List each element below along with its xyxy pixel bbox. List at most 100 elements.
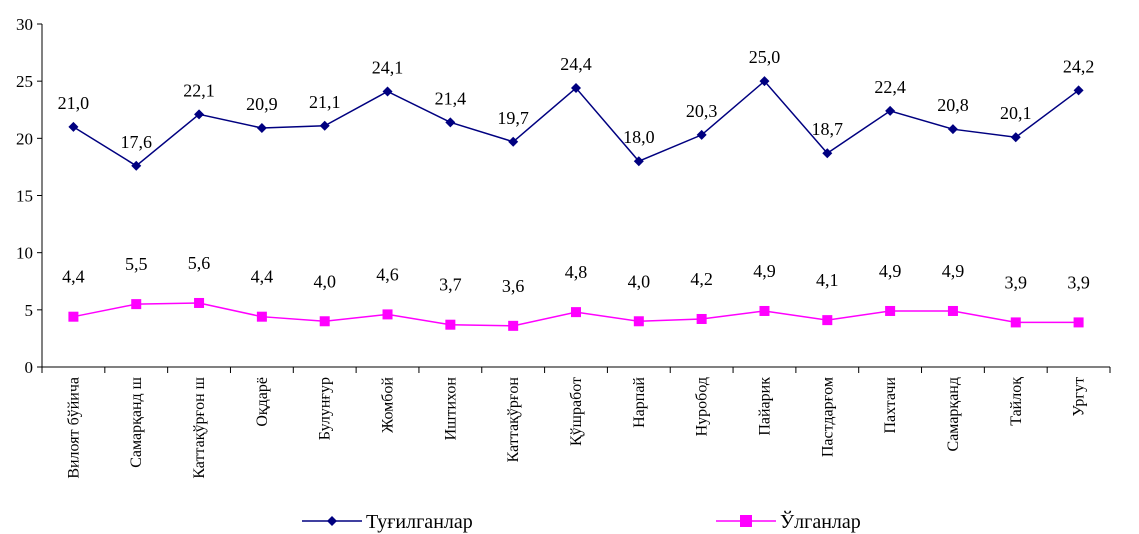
data-point [382, 86, 393, 97]
x-tick-label: Самарқанд [945, 377, 962, 451]
series-1: 21,0 17,6 22,1 20,9 21,1 24,1 21,4 19,7 24,4 18,0… [58, 47, 1095, 171]
legend-marker [740, 515, 752, 527]
data-point [571, 83, 581, 94]
legend-marker [327, 516, 337, 526]
data-point [68, 121, 79, 132]
data-label: 20,1 [1000, 103, 1032, 123]
x-tick-label: Вилоят бўйича [65, 377, 82, 479]
x-tick-label: Иштихон [442, 377, 459, 441]
x-tick-label: Ургут [1071, 377, 1088, 416]
y-tick-label: 0 [25, 358, 34, 377]
data-point [1073, 85, 1084, 96]
data-point [445, 117, 456, 128]
data-point [571, 307, 581, 318]
data-point [759, 305, 770, 316]
data-label: 4,2 [690, 269, 713, 289]
data-label: 3,7 [439, 275, 462, 295]
x-tick-label: Жомбой [380, 377, 397, 433]
data-point [508, 136, 519, 147]
legend-item: Ўлганлар [716, 510, 861, 533]
data-label: 4,4 [251, 267, 274, 287]
data-label: 24,1 [372, 57, 404, 77]
data-label: 22,1 [183, 80, 215, 100]
data-point [382, 309, 393, 320]
data-point [256, 311, 267, 322]
y-tick-label: 15 [16, 187, 33, 206]
x-tick-label: Тайлоқ [1008, 377, 1025, 426]
data-label: 5,6 [188, 253, 211, 273]
data-label: 3,6 [502, 276, 525, 296]
data-point [445, 319, 456, 330]
x-tick-label: Пахтачи [882, 377, 899, 434]
data-point [696, 129, 707, 140]
x-tick-label: Самарқанд ш [128, 376, 145, 467]
data-point [508, 320, 519, 331]
data-label: 20,9 [246, 94, 278, 114]
data-label: 21,4 [435, 88, 467, 108]
data-label: 25,0 [749, 47, 781, 67]
x-tick-label: Нарпай [631, 377, 648, 428]
data-point [1010, 132, 1021, 143]
y-tick-label: 20 [16, 129, 33, 148]
chart-legend: Туғилганлар Ўлганлар [302, 510, 861, 533]
x-tick-label: Булунғур [317, 377, 334, 440]
data-point [633, 316, 644, 327]
data-point [131, 299, 142, 310]
data-label: 4,6 [376, 264, 399, 284]
y-tick-label: 30 [16, 15, 33, 34]
legend-label: Ўлганлар [780, 510, 861, 533]
x-tick-label: Қўшработ [568, 377, 585, 446]
series-layer: 21,0 17,6 22,1 20,9 21,1 24,1 21,4 19,7 24,4 18,0… [58, 47, 1095, 331]
data-point [759, 76, 770, 87]
data-point [194, 297, 205, 308]
data-label: 17,6 [120, 132, 152, 152]
data-label: 4,9 [879, 261, 902, 281]
data-point [256, 123, 267, 134]
data-point [885, 105, 896, 116]
legend-label: Туғилганлар [366, 511, 473, 533]
chart-axes: 0 5 10 15 20 25 30 Вилоят бўйича Самарқанд ш Катт… [16, 15, 1111, 479]
data-point [822, 148, 833, 159]
data-label: 4,0 [313, 271, 336, 291]
data-point [319, 120, 330, 131]
data-point [194, 109, 205, 120]
data-label: 5,5 [125, 254, 148, 274]
data-point [947, 124, 958, 135]
data-point [822, 315, 833, 326]
y-tick-label: 25 [16, 72, 33, 91]
data-point [68, 311, 79, 322]
data-label: 19,7 [497, 108, 529, 128]
data-label: 3,9 [1067, 272, 1090, 292]
data-label: 21,0 [58, 93, 90, 113]
legend-item: Туғилганлар [302, 511, 473, 533]
data-label: 18,7 [812, 119, 844, 139]
x-tick-label: Пастдарғом [819, 377, 836, 457]
data-point [696, 313, 707, 324]
data-label: 4,4 [62, 267, 85, 287]
data-point [131, 160, 142, 171]
x-tick-label: Оқдарё [254, 377, 271, 427]
data-point [947, 305, 958, 316]
data-label: 20,3 [686, 101, 718, 121]
data-label: 4,9 [753, 261, 776, 281]
data-point [319, 316, 330, 327]
x-tick-label: Каттақўрғон [505, 377, 522, 463]
data-label: 4,9 [942, 261, 965, 281]
data-label: 22,4 [874, 77, 906, 97]
data-label: 4,0 [628, 271, 651, 291]
data-label: 3,9 [1005, 272, 1028, 292]
series-line [73, 80, 1080, 167]
data-label: 20,8 [937, 95, 969, 115]
y-tick-label: 5 [25, 301, 34, 320]
data-label: 24,2 [1063, 56, 1095, 76]
series-2: 4,4 5,5 5,6 4,4 4,0 4,6 3,7 3,6 4,8 4,0 4,2 4,9 4,1 4… [62, 253, 1090, 331]
data-point [885, 305, 896, 316]
data-point [1010, 317, 1021, 328]
data-label: 21,1 [309, 92, 341, 112]
data-label: 24,4 [560, 54, 592, 74]
data-label: 4,8 [565, 262, 588, 282]
data-label: 4,1 [816, 270, 839, 290]
data-label: 18,0 [623, 127, 655, 147]
data-point [633, 156, 644, 167]
